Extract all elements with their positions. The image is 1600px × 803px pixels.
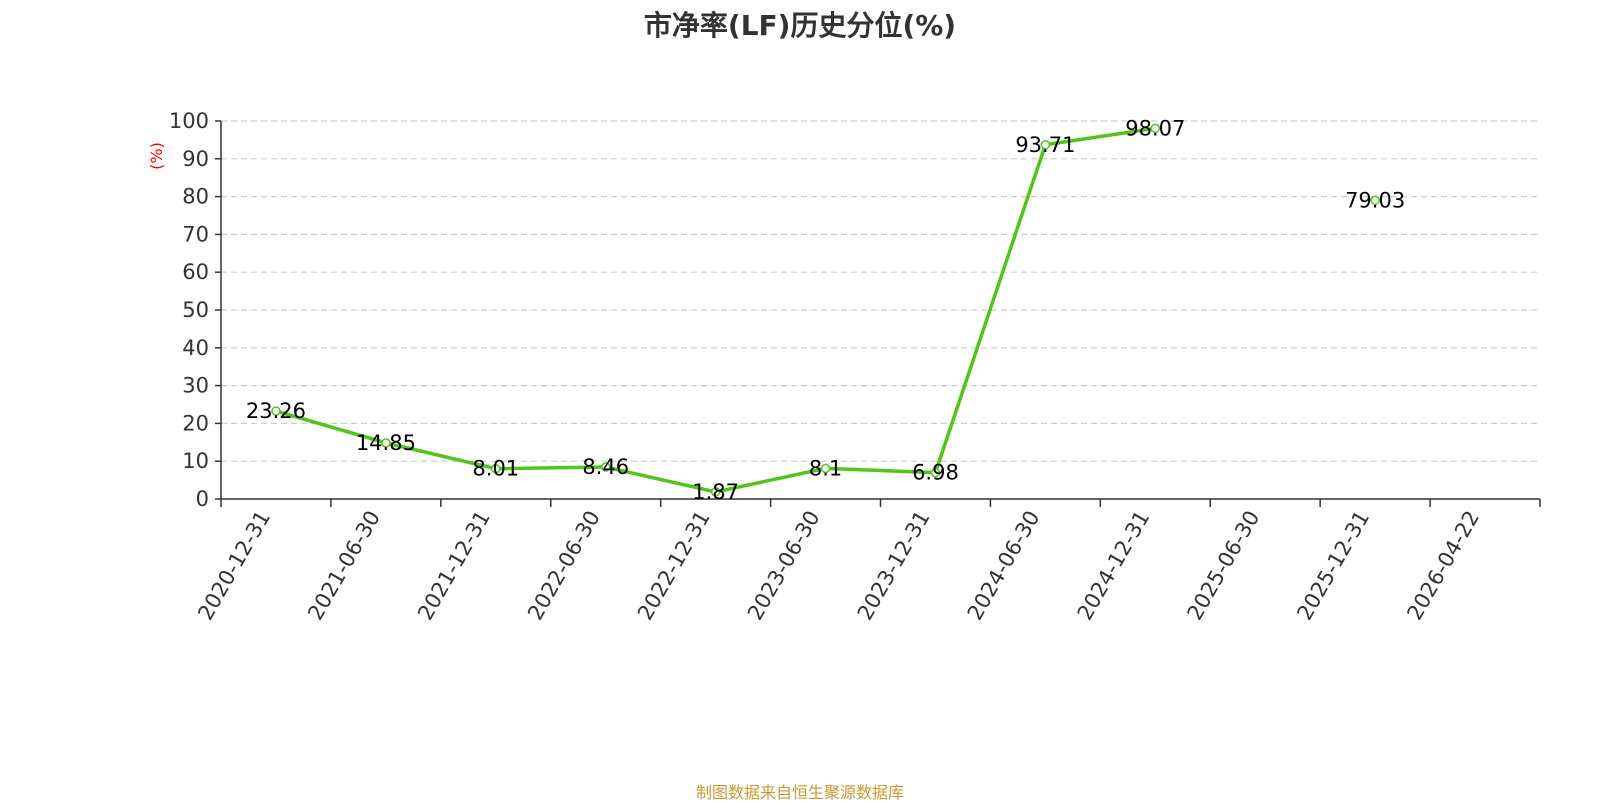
y-tick-label: 0: [196, 487, 209, 511]
x-tick-label: 2021-12-31: [413, 506, 495, 624]
data-point: [710, 487, 721, 497]
x-tick-label: 2024-06-30: [963, 507, 1045, 625]
data-point: [930, 467, 941, 478]
chart-title: 市净率(LF)历史分位(%): [643, 9, 957, 42]
y-tick-label: 50: [182, 298, 209, 322]
y-tick-label: 60: [182, 260, 209, 284]
data-label: 6.98: [912, 461, 959, 485]
data-point: [381, 438, 391, 448]
y-tick-label: 100: [169, 109, 209, 133]
x-tick-label: 2022-06-30: [523, 507, 605, 625]
x-tick-label: 2022-12-31: [633, 507, 715, 625]
y-tick-label: 10: [182, 449, 209, 473]
data-label: 14.85: [356, 431, 416, 455]
series: [271, 123, 1380, 497]
source-note: 制图数据来自恒生聚源数据库: [695, 783, 904, 802]
y-tick-label: 80: [182, 185, 209, 209]
data-labels: 23.26 14.85 8.01 8.46 1.87 8.1 6.98 93.71 98.07 7…: [246, 116, 1405, 504]
data-point: [271, 406, 281, 416]
x-tick-label: 2024-12-31: [1073, 507, 1155, 625]
x-tick-label: 2025-12-31: [1292, 507, 1374, 625]
data-point: [600, 462, 611, 472]
data-label: 23.26: [246, 399, 306, 423]
data-label: 79.03: [1345, 188, 1405, 212]
data-label: 1.87: [692, 480, 739, 504]
data-label: 93.71: [1015, 133, 1075, 157]
x-tick-label: 2026-04-22: [1402, 507, 1484, 625]
x-tick-label: 2023-06-30: [743, 507, 825, 625]
y-tick-label: 20: [182, 411, 209, 435]
x-tick-label: 2021-06-30: [303, 507, 385, 625]
data-point: [1040, 140, 1051, 150]
data-point: [820, 463, 831, 474]
y-tick-label: 40: [182, 336, 209, 360]
data-label: 8.1: [809, 456, 842, 480]
y-tick-label: 70: [182, 222, 209, 246]
data-point: [1370, 195, 1380, 206]
y-axis-label: (%): [147, 142, 166, 170]
axes: 0 10 20 30 40 50 60 70 80 90 100(%) 2020-12-31 2021-…: [147, 109, 1541, 625]
x-tick-label: 2020-12-31: [193, 507, 275, 625]
data-point: [491, 463, 501, 474]
x-tick-label: 2023-12-31: [853, 506, 935, 624]
data-point: [1150, 123, 1161, 134]
y-tick-label: 30: [182, 374, 209, 398]
x-tick-label: 2025-06-30: [1183, 507, 1265, 625]
y-tick-label: 90: [182, 147, 209, 171]
grid-lines: [221, 120, 1540, 462]
data-label: 98.07: [1125, 116, 1185, 140]
data-label: 8.01: [472, 457, 519, 481]
data-label: 8.46: [582, 455, 629, 479]
